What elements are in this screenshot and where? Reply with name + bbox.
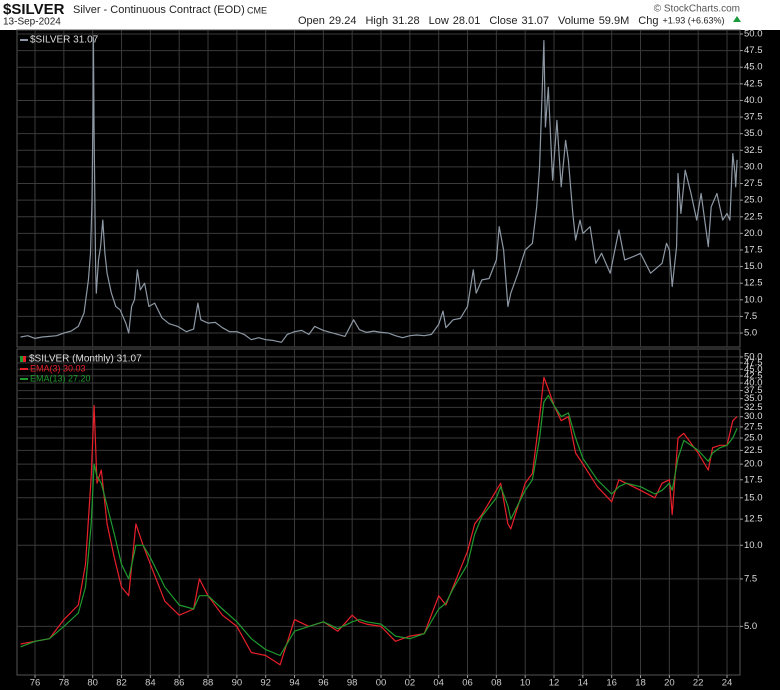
x-tick-label: 84	[145, 678, 156, 689]
x-tick-label: 24	[722, 678, 733, 689]
legend-label: EMA(13) 27.20	[30, 373, 91, 383]
y-tick-label: 22.5	[744, 211, 763, 222]
x-tick-label: 88	[203, 678, 214, 689]
symbol: $SILVER	[3, 1, 65, 18]
y-tick-label: 47.5	[744, 45, 763, 56]
series-line	[20, 394, 738, 657]
x-tick-label: 90	[232, 678, 243, 689]
y-tick-label: 25.0	[744, 433, 763, 444]
y-tick-label: 10.0	[744, 540, 763, 551]
y-tick-label: 50.0	[744, 351, 763, 362]
y-tick-label: 37.5	[744, 112, 763, 123]
y-tick-label: 12.5	[744, 278, 763, 289]
stat-label: High	[365, 15, 388, 27]
up-arrow	[733, 16, 741, 22]
x-tick-label: 02	[405, 678, 416, 689]
x-tick-label: 80	[87, 678, 98, 689]
stat-label: Close	[489, 15, 517, 27]
series-line	[20, 376, 738, 666]
panel-border	[16, 29, 741, 348]
copyright: © StockCharts.com	[654, 4, 740, 15]
description: Silver - Continuous Contract (EOD)	[73, 4, 245, 16]
y-tick-label: 45.0	[744, 62, 763, 73]
x-tick-label: 18	[635, 678, 646, 689]
stat-label: Low	[429, 15, 449, 27]
x-tick-label: 82	[116, 678, 127, 689]
x-tick-label: 78	[59, 678, 70, 689]
y-tick-label: 30.0	[744, 161, 763, 172]
x-tick-label: 08	[491, 678, 502, 689]
y-tick-label: 40.0	[744, 95, 763, 106]
y-tick-label: 32.5	[744, 145, 763, 156]
y-tick-label: 12.5	[744, 514, 763, 525]
y-tick-label: 30.0	[744, 411, 763, 422]
stats: Open 29.24 High 31.28 Low 28.01 Close 31.07 Volu…	[298, 15, 725, 27]
legend-swatch	[20, 356, 23, 362]
panel-border	[16, 348, 741, 676]
stat-value: 59.9M	[599, 15, 630, 27]
y-tick-label: 5.0	[744, 621, 757, 632]
y-tick-label: 47.5	[744, 357, 763, 368]
legend-label: $SILVER 31.07	[30, 35, 99, 46]
y-tick-label: 7.5	[744, 311, 757, 322]
stat-value: 31.07	[521, 15, 549, 27]
y-tick-label: 15.0	[744, 492, 763, 503]
y-tick-label: 50.0	[744, 29, 763, 40]
y-tick-label: 15.0	[744, 261, 763, 272]
stat-label: Volume	[558, 15, 595, 27]
y-tick-label: 42.5	[744, 78, 763, 89]
legend-swatch	[23, 356, 26, 362]
stat-value: +1.93 (+6.63%)	[662, 15, 724, 25]
y-tick-label: 7.5	[744, 573, 757, 584]
header-bg	[0, 0, 780, 30]
y-tick-label: 27.5	[744, 178, 763, 189]
y-tick-label: 10.0	[744, 294, 763, 305]
x-tick-label: 86	[174, 678, 185, 689]
x-tick-label: 92	[260, 678, 271, 689]
y-tick-label: 35.0	[744, 393, 763, 404]
x-tick-label: 76	[30, 678, 41, 689]
x-tick-label: 00	[376, 678, 387, 689]
stat-label: Open	[298, 15, 325, 27]
y-tick-label: 5.0	[744, 328, 757, 339]
y-tick-label: 17.5	[744, 244, 763, 255]
x-tick-label: 94	[289, 678, 300, 689]
y-tick-label: 40.0	[744, 378, 763, 389]
legend-label: $SILVER (Monthly) 31.07	[29, 354, 142, 365]
x-tick-label: 22	[693, 678, 704, 689]
y-tick-label: 22.5	[744, 445, 763, 456]
y-tick-label: 20.0	[744, 228, 763, 239]
stat-label: Chg	[638, 15, 658, 27]
x-tick-label: 10	[520, 678, 531, 689]
y-tick-label: 37.5	[744, 385, 763, 396]
x-tick-label: 04	[433, 678, 444, 689]
y-tick-label: 32.5	[744, 402, 763, 413]
x-tick-label: 20	[664, 678, 675, 689]
x-tick-label: 98	[347, 678, 358, 689]
stat-value: 31.28	[392, 15, 420, 27]
x-tick-label: 06	[462, 678, 473, 689]
stat-value: 29.24	[329, 15, 357, 27]
series-line	[20, 36, 738, 343]
y-tick-label: 20.0	[744, 459, 763, 470]
x-tick-label: 16	[606, 678, 617, 689]
legend-label: EMA(3) 30.03	[30, 363, 86, 373]
x-tick-label: 12	[549, 678, 560, 689]
stat-value: 28.01	[453, 15, 481, 27]
x-tick-label: 96	[318, 678, 329, 689]
y-tick-label: 17.5	[744, 474, 763, 485]
y-tick-label: 35.0	[744, 128, 763, 139]
date: 13-Sep-2024	[3, 17, 61, 28]
y-tick-label: 45.0	[744, 364, 763, 375]
x-tick-label: 14	[578, 678, 589, 689]
y-tick-label: 25.0	[744, 195, 763, 206]
y-tick-label: 27.5	[744, 421, 763, 432]
exchange: CME	[247, 5, 267, 15]
y-tick-label: 42.5	[744, 370, 763, 381]
